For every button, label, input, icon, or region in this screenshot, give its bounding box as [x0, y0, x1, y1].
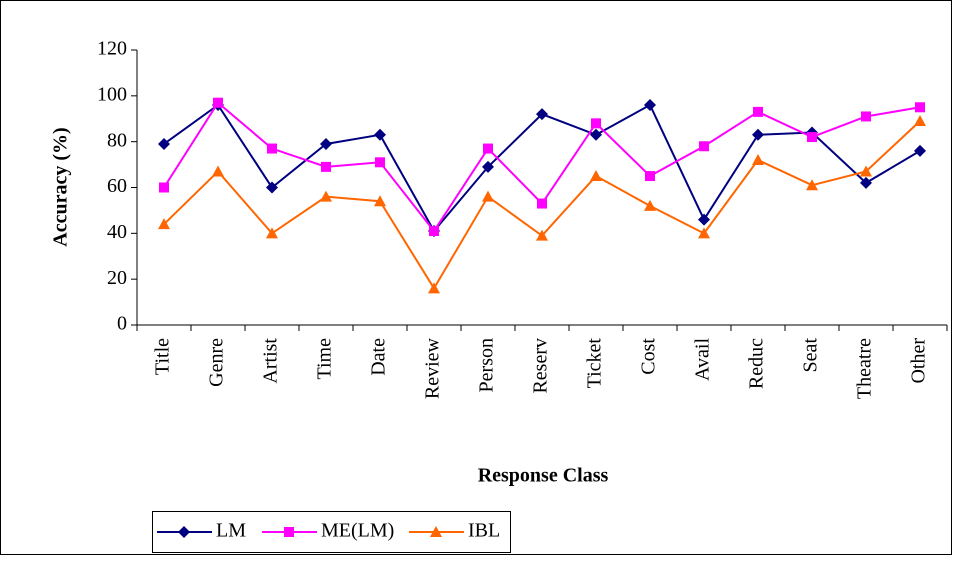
marker [213, 97, 223, 108]
legend-label: IBL [468, 520, 500, 542]
x-tick-label: Avail [692, 338, 714, 381]
marker [645, 171, 655, 182]
marker [806, 179, 818, 191]
marker [915, 102, 925, 113]
marker [590, 128, 602, 141]
marker [914, 144, 926, 157]
marker [644, 199, 656, 211]
legend-marker [284, 527, 294, 537]
marker [267, 143, 277, 154]
legend-marker [430, 526, 442, 537]
marker [536, 229, 548, 241]
y-tick-label: 20 [107, 267, 127, 289]
marker [158, 218, 170, 230]
marker [860, 176, 872, 189]
marker [752, 154, 764, 165]
y-tick-label: 100 [97, 83, 127, 105]
marker [591, 118, 601, 129]
marker [429, 226, 439, 237]
x-tick-label: Seat [800, 338, 822, 373]
marker [644, 99, 656, 111]
marker [266, 181, 278, 194]
marker [536, 108, 548, 121]
marker [266, 227, 278, 239]
marker [320, 137, 332, 150]
marker [861, 111, 871, 122]
marker [699, 141, 709, 152]
x-tick-label: Ticket [584, 338, 606, 389]
y-tick-label: 80 [107, 129, 127, 151]
x-tick-label: Title [152, 338, 174, 375]
marker [590, 170, 602, 182]
marker [375, 157, 385, 168]
marker [752, 128, 764, 141]
x-tick-label: Time [314, 338, 336, 380]
marker [374, 128, 386, 141]
marker [698, 213, 710, 226]
marker [482, 160, 494, 173]
marker [374, 195, 386, 207]
x-axis-label: Response Class [478, 465, 609, 487]
y-tick-label: 120 [97, 38, 127, 60]
legend-box [152, 511, 511, 553]
x-tick-label: Artist [260, 338, 282, 384]
marker [698, 227, 710, 239]
x-tick-label: Review [422, 337, 444, 399]
marker [860, 165, 872, 177]
y-tick-label: 40 [107, 221, 127, 243]
x-tick-label: Reserv [530, 338, 552, 394]
y-tick-label: 60 [107, 175, 127, 197]
marker [483, 143, 493, 154]
marker [321, 161, 331, 172]
x-tick-label: Date [368, 338, 390, 376]
marker [807, 132, 817, 143]
marker [159, 182, 169, 193]
y-tick-label: 0 [117, 313, 127, 335]
marker [753, 106, 763, 117]
marker [158, 137, 170, 150]
x-tick-label: Reduc [746, 338, 768, 389]
x-tick-label: Cost [638, 338, 660, 375]
marker [428, 282, 440, 294]
x-tick-label: Person [476, 338, 498, 392]
marker [320, 190, 332, 202]
legend-marker [178, 526, 190, 538]
x-tick-label: Theatre [854, 338, 876, 399]
legend-label: ME(LM) [321, 520, 394, 542]
y-axis-label: Accuracy (%) [50, 127, 72, 246]
marker [914, 115, 926, 127]
x-tick-label: Genre [206, 338, 228, 387]
marker [212, 165, 224, 177]
marker [482, 190, 494, 202]
legend-label: LM [216, 520, 246, 542]
marker [537, 198, 547, 209]
x-tick-label: Other [908, 338, 930, 384]
